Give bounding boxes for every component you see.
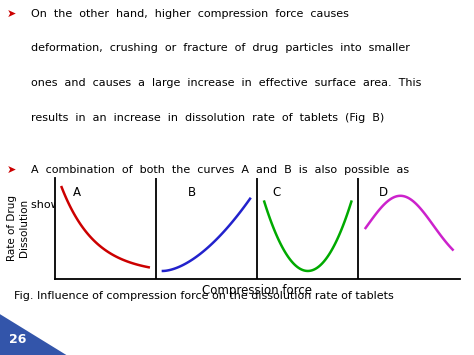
Text: B: B — [188, 186, 196, 199]
Text: 26: 26 — [9, 333, 26, 346]
Text: ➤: ➤ — [7, 9, 17, 19]
Text: A  combination  of  both  the  curves  A  and  B  is  also  possible  as: A combination of both the curves A and B… — [31, 165, 409, 175]
X-axis label: Compression force: Compression force — [202, 284, 312, 297]
Text: ones  and  causes  a  large  increase  in  effective  surface  area.  This: ones and causes a large increase in effe… — [31, 78, 421, 88]
Text: On  the  other  hand,  higher  compression  force  causes: On the other hand, higher compression fo… — [31, 9, 349, 19]
Text: deformation,  crushing  or  fracture  of  drug  particles  into  smaller: deformation, crushing or fracture of dru… — [31, 43, 410, 54]
Text: C: C — [273, 186, 281, 199]
Text: Fig. Influence of compression force on the dissolution rate of tablets: Fig. Influence of compression force on t… — [14, 291, 394, 301]
Polygon shape — [0, 314, 66, 355]
Text: shown  in  curves  C  &  D.: shown in curves C & D. — [31, 200, 178, 210]
Text: D: D — [379, 186, 388, 199]
Text: results  in  an  increase  in  dissolution  rate  of  tablets  (Fig  B): results in an increase in dissolution ra… — [31, 113, 384, 123]
Text: ➤: ➤ — [7, 165, 17, 175]
Text: Rate of Drug
Dissolution: Rate of Drug Dissolution — [7, 195, 29, 261]
Text: A: A — [73, 186, 81, 199]
